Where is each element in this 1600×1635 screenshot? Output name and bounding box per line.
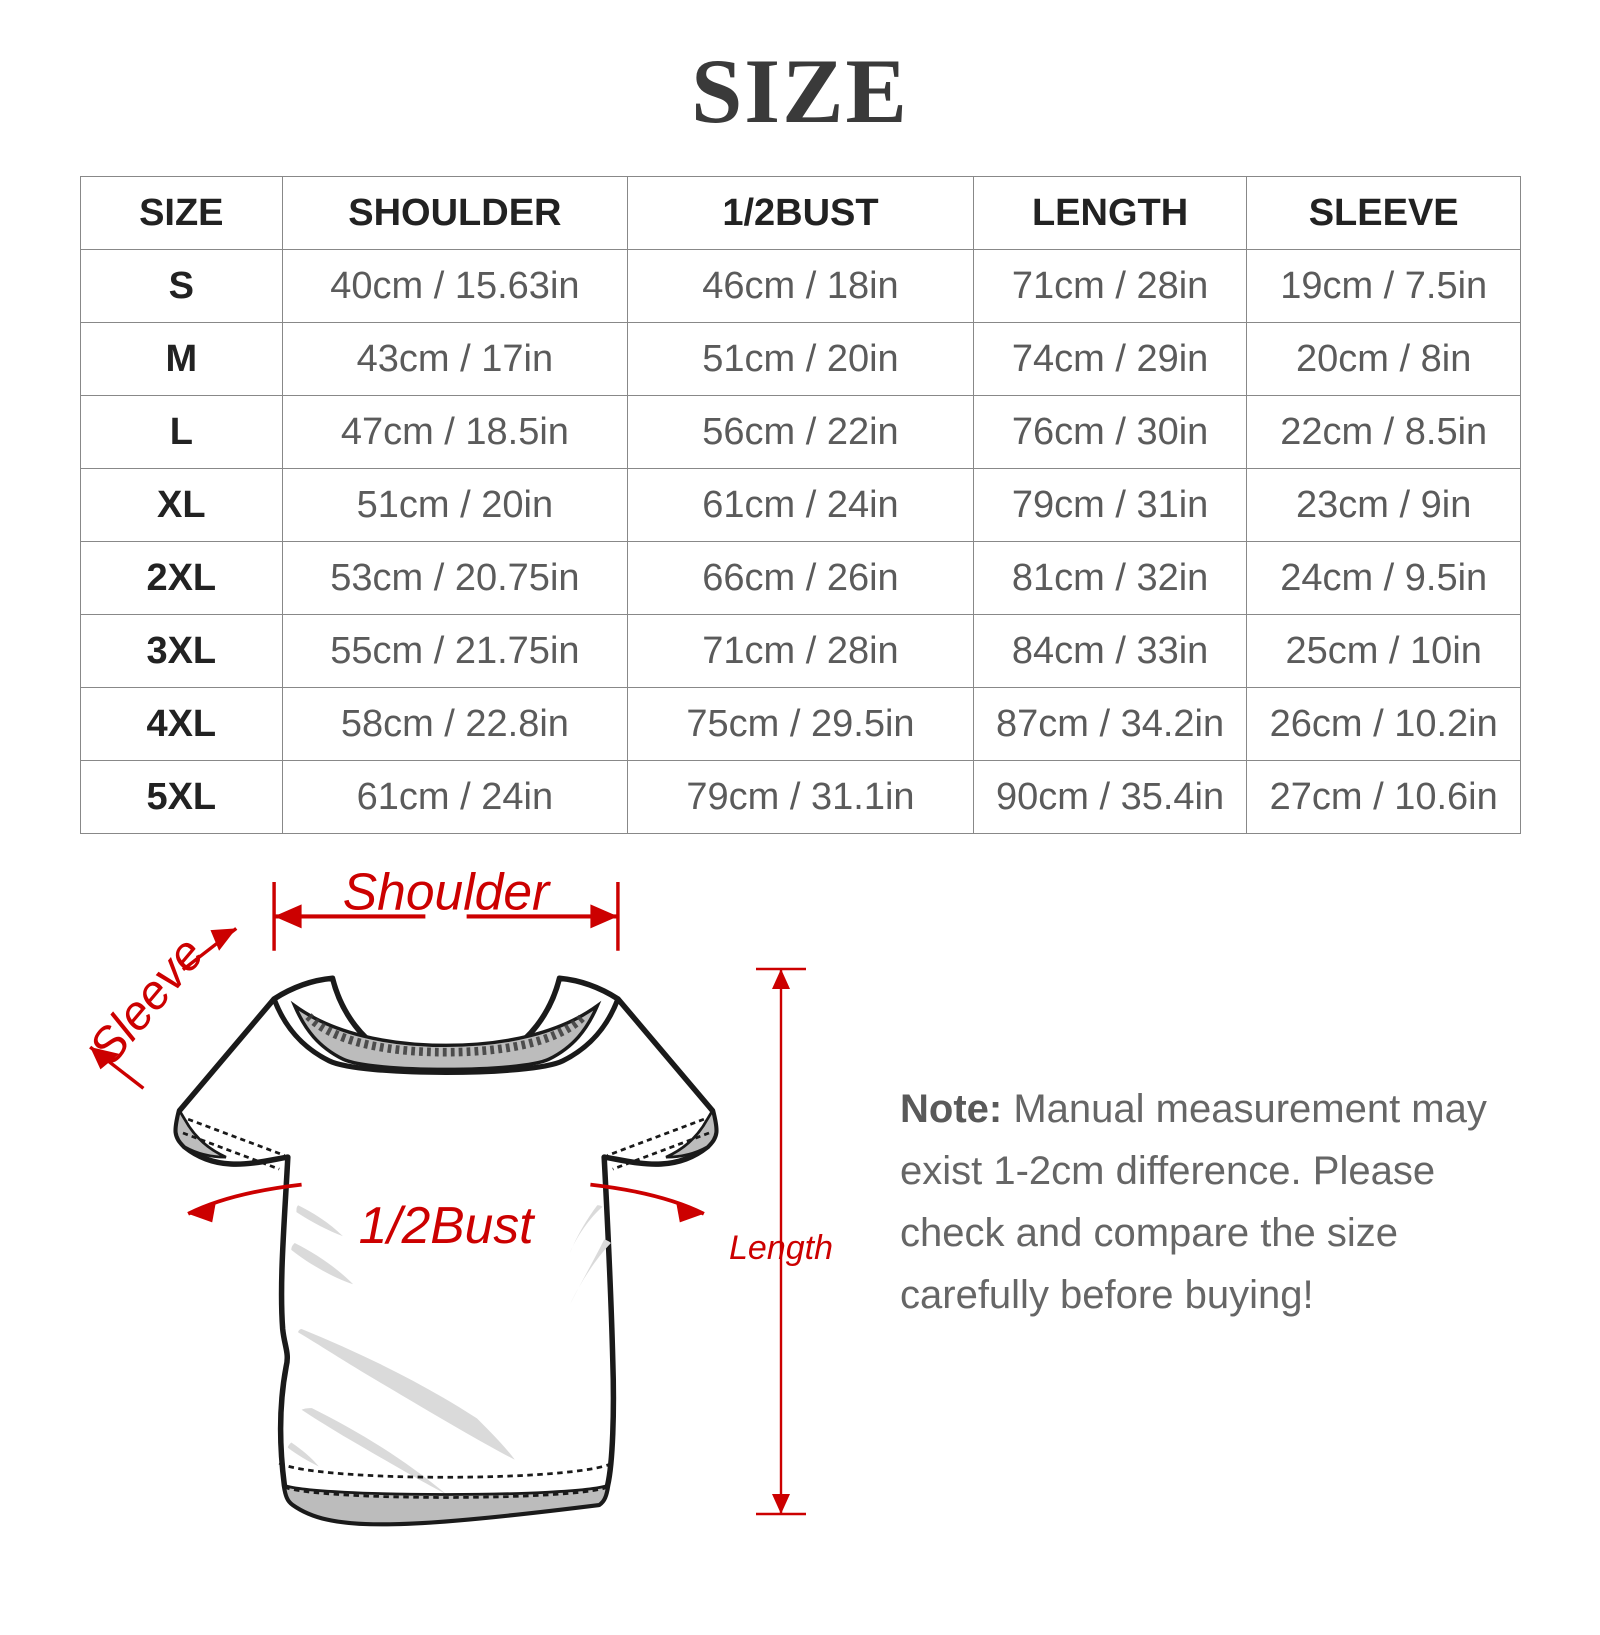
svg-text:Sleeve: Sleeve bbox=[79, 927, 215, 1074]
svg-text:1/2Bust: 1/2Bust bbox=[359, 1196, 537, 1254]
svg-text:Length: Length bbox=[729, 1229, 833, 1267]
svg-text:Shoulder: Shoulder bbox=[343, 863, 551, 921]
